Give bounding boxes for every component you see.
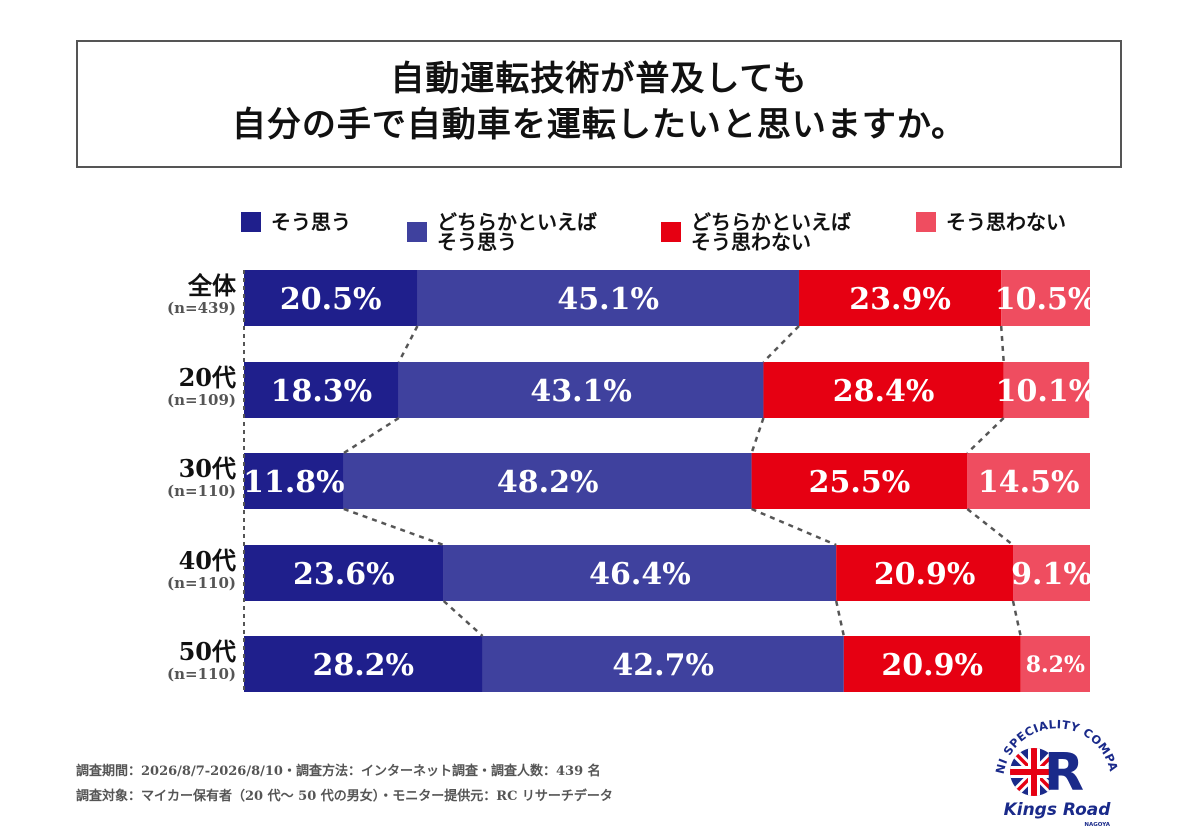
logo-r-letter: R bbox=[1044, 743, 1084, 803]
legend-swatch-strongly-disagree bbox=[916, 212, 936, 232]
row-n-all: (n=439) bbox=[167, 299, 236, 317]
bar-segment-50s-somewhat-agree bbox=[482, 636, 844, 692]
bar-segment-30s-somewhat-agree bbox=[343, 453, 752, 509]
bar-segment-30s-strongly-disagree bbox=[967, 453, 1090, 509]
legend-item-somewhat-agree: どちらかといえば そう思う bbox=[407, 212, 597, 252]
logo-brand-text: Kings Road bbox=[1004, 800, 1112, 820]
legend-item-strongly-agree: そう思う bbox=[241, 212, 351, 232]
connector-line-20s-30s-3 bbox=[966, 417, 1005, 454]
chart-title-line1: 自動運転技術が普及しても bbox=[390, 59, 808, 99]
connector-line-all-20s-2 bbox=[762, 325, 800, 363]
chart-title-box: 自動運転技術が普及しても 自分の手で自動車を運転したいと思いますか。 bbox=[76, 40, 1122, 168]
connector-line-all-20s-3 bbox=[999, 325, 1005, 363]
row-n-50s: (n=110) bbox=[167, 665, 236, 683]
row-n-20s: (n=109) bbox=[167, 391, 236, 409]
bar-segment-40s-somewhat-disagree bbox=[836, 545, 1014, 601]
legend-item-somewhat-disagree: どちらかといえば そう思わない bbox=[661, 212, 851, 252]
row-name-30s: 30代 bbox=[178, 454, 236, 483]
data-label-30s-strongly-agree: 11.8% bbox=[243, 465, 345, 500]
data-label-30s-somewhat-agree: 48.2% bbox=[497, 465, 599, 500]
connector-line-30s-40s-3 bbox=[966, 508, 1014, 546]
data-label-40s-somewhat-agree: 46.4% bbox=[589, 557, 691, 592]
data-label-all-strongly-disagree: 10.5% bbox=[995, 282, 1097, 317]
kings-road-logo: MINI SPECIALITY COMPANY R Kings Road NAG… bbox=[982, 706, 1120, 828]
data-label-30s-strongly-disagree: 14.5% bbox=[978, 465, 1080, 500]
survey-note-period: 調査期間：2026/8/7-2026/8/10・調査方法：インターネット調査・調… bbox=[76, 764, 601, 779]
data-label-all-somewhat-disagree: 23.9% bbox=[849, 282, 951, 317]
data-label-20s-somewhat-disagree: 28.4% bbox=[833, 374, 935, 409]
data-label-40s-strongly-disagree: 9.1% bbox=[1011, 557, 1092, 592]
bar-segment-all-somewhat-agree bbox=[417, 270, 799, 326]
data-label-all-somewhat-agree: 45.1% bbox=[557, 282, 659, 317]
connector-line-all-20s-1 bbox=[397, 325, 419, 363]
connector-line-40s-50s-2 bbox=[834, 600, 846, 637]
row-n-40s: (n=110) bbox=[167, 574, 236, 592]
row-label-50s: 50代 (n=110) bbox=[150, 637, 236, 683]
row-name-20s: 20代 bbox=[178, 363, 236, 392]
data-label-20s-strongly-agree: 18.3% bbox=[271, 374, 373, 409]
data-label-50s-strongly-disagree: 8.2% bbox=[1026, 652, 1085, 678]
legend-swatch-somewhat-agree bbox=[407, 222, 427, 242]
bar-segment-50s-strongly-agree bbox=[244, 636, 483, 692]
legend-item-strongly-disagree: そう思わない bbox=[916, 212, 1066, 232]
connector-line-40s-50s-3 bbox=[1011, 600, 1022, 637]
connector-line-20s-30s-1 bbox=[343, 416, 400, 455]
data-label-20s-somewhat-agree: 43.1% bbox=[530, 374, 632, 409]
logo-sub-text: NAGOYA bbox=[1084, 822, 1110, 828]
data-label-30s-somewhat-disagree: 25.5% bbox=[809, 465, 911, 500]
bar-segment-20s-strongly-disagree bbox=[1003, 362, 1090, 418]
chart-title-line2: 自分の手で自動車を運転したいと思いますか。 bbox=[231, 105, 967, 145]
connector-line-20s-30s-2 bbox=[750, 417, 765, 454]
legend-label-somewhat-disagree: どちらかといえば そう思わない bbox=[691, 210, 851, 254]
data-label-50s-somewhat-disagree: 20.9% bbox=[881, 648, 983, 683]
legend-label-strongly-disagree: そう思わない bbox=[946, 210, 1066, 234]
row-label-40s: 40代 (n=110) bbox=[150, 546, 236, 592]
row-label-all: 全体 (n=439) bbox=[150, 271, 236, 317]
data-label-50s-strongly-agree: 28.2% bbox=[312, 648, 414, 683]
data-label-40s-strongly-agree: 23.6% bbox=[293, 557, 395, 592]
bar-segment-50s-strongly-disagree bbox=[1020, 636, 1090, 692]
row-n-30s: (n=110) bbox=[167, 482, 236, 500]
bar-segment-all-strongly-disagree bbox=[1001, 270, 1090, 326]
row-label-30s: 30代 (n=110) bbox=[150, 454, 236, 500]
bar-segment-40s-strongly-disagree bbox=[1013, 545, 1090, 601]
row-label-20s: 20代 (n=109) bbox=[150, 363, 236, 409]
bar-segment-20s-somewhat-disagree bbox=[763, 362, 1004, 418]
connector-line-30s-40s-1 bbox=[343, 507, 445, 547]
row-name-all: 全体 bbox=[188, 271, 236, 300]
data-label-20s-strongly-disagree: 10.1% bbox=[996, 374, 1098, 409]
row-name-50s: 50代 bbox=[178, 637, 236, 666]
bar-segment-20s-strongly-agree bbox=[244, 362, 399, 418]
legend-swatch-somewhat-disagree bbox=[661, 222, 681, 242]
row-name-40s: 40代 bbox=[178, 546, 236, 575]
data-label-40s-somewhat-disagree: 20.9% bbox=[874, 557, 976, 592]
connector-line-40s-50s-1 bbox=[442, 600, 484, 637]
bar-segment-40s-strongly-agree bbox=[244, 545, 444, 601]
bar-segment-30s-somewhat-disagree bbox=[751, 453, 968, 509]
legend-label-strongly-agree: そう思う bbox=[271, 210, 351, 234]
data-label-50s-somewhat-agree: 42.7% bbox=[612, 648, 714, 683]
bar-segment-50s-somewhat-disagree bbox=[843, 636, 1021, 692]
data-label-all-strongly-agree: 20.5% bbox=[280, 282, 382, 317]
bar-segment-40s-somewhat-agree bbox=[443, 545, 837, 601]
survey-note-target: 調査対象：マイカー保有者（20 代～ 50 代の男女）・モニター提供元：RC リ… bbox=[76, 789, 613, 804]
bar-segment-all-somewhat-disagree bbox=[798, 270, 1002, 326]
bar-segment-30s-strongly-agree bbox=[244, 453, 344, 509]
legend-swatch-strongly-agree bbox=[241, 212, 261, 232]
legend-label-somewhat-agree: どちらかといえば そう思う bbox=[437, 210, 597, 254]
connector-line-30s-40s-2 bbox=[751, 507, 837, 547]
bar-segment-20s-somewhat-agree bbox=[398, 362, 764, 418]
bar-segment-all-strongly-agree bbox=[244, 270, 418, 326]
